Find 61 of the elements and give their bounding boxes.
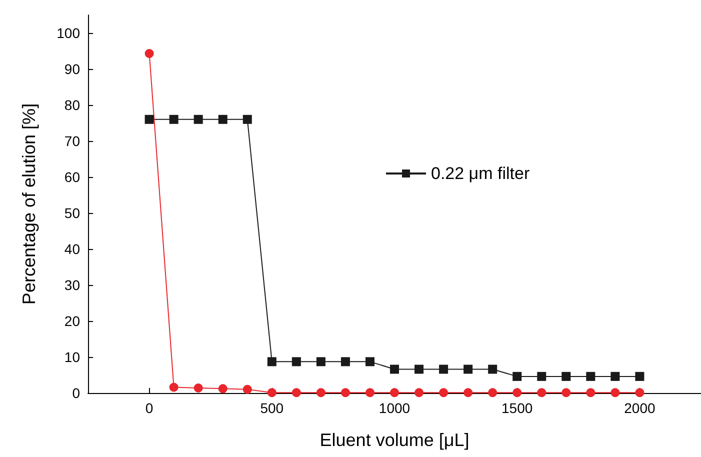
point xyxy=(464,388,473,398)
point xyxy=(365,388,374,398)
point xyxy=(390,388,399,398)
point xyxy=(537,388,546,398)
point xyxy=(292,357,301,366)
point xyxy=(169,382,178,392)
point xyxy=(340,388,350,398)
point xyxy=(316,388,326,398)
point xyxy=(562,388,571,398)
point xyxy=(439,388,448,398)
point xyxy=(242,114,252,124)
y-tick-label: 100 xyxy=(56,25,80,41)
point xyxy=(218,384,228,394)
x-tick-label: 500 xyxy=(260,400,284,416)
point xyxy=(562,372,571,381)
point xyxy=(144,114,154,124)
legend-label: 0.22 μm filter xyxy=(431,164,530,183)
point xyxy=(414,364,424,374)
point xyxy=(267,357,276,366)
y-tick-label: 40 xyxy=(64,241,80,257)
point xyxy=(488,364,498,374)
point xyxy=(218,114,228,124)
point xyxy=(194,383,203,392)
y-tick-label: 10 xyxy=(64,349,80,365)
x-tick-label: 0 xyxy=(145,400,154,416)
y-tick-label: 70 xyxy=(64,133,80,149)
y-tick-label: 30 xyxy=(64,277,80,293)
point xyxy=(316,357,326,366)
point xyxy=(292,388,301,398)
point xyxy=(537,372,546,381)
y-tick-label: 50 xyxy=(64,205,80,221)
point xyxy=(144,49,154,58)
y-tick-label: 90 xyxy=(64,61,80,77)
y-tick-label: 20 xyxy=(64,313,80,329)
point xyxy=(390,364,399,374)
point xyxy=(512,388,522,398)
point xyxy=(488,388,498,398)
point xyxy=(635,388,644,398)
y-tick-label: 60 xyxy=(64,169,80,185)
point xyxy=(586,388,596,398)
point xyxy=(512,372,522,381)
y-axis-title: Percentage of elution [%] xyxy=(19,103,39,305)
x-tick-label: 1500 xyxy=(502,400,533,416)
point xyxy=(610,388,620,398)
point xyxy=(194,114,203,124)
point xyxy=(242,384,252,394)
x-tick-label: 2000 xyxy=(624,400,656,416)
point xyxy=(586,372,596,381)
point xyxy=(414,388,424,398)
y-tick-label: 80 xyxy=(64,97,80,113)
point xyxy=(365,357,374,366)
x-tick-label: 1000 xyxy=(378,400,410,416)
point xyxy=(340,357,350,366)
point xyxy=(439,364,448,374)
point xyxy=(169,114,178,124)
point xyxy=(464,364,473,374)
point xyxy=(635,372,644,381)
point xyxy=(610,372,620,381)
y-tick-label: 0 xyxy=(72,385,80,401)
x-axis-title: Eluent volume [μL] xyxy=(320,430,470,450)
point xyxy=(267,388,276,398)
